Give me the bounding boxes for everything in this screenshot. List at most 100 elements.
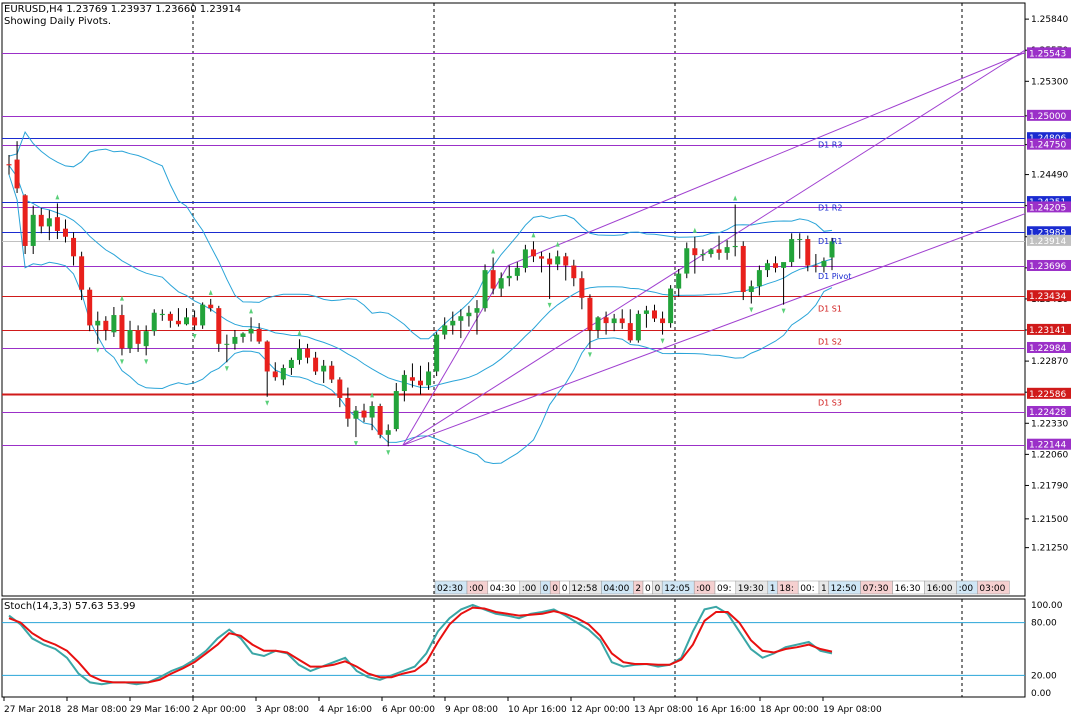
- x-tick-label: 13 Apr 08:00: [634, 705, 693, 715]
- candle-body: [240, 333, 246, 337]
- session-label: 00:: [800, 584, 814, 594]
- candle-body: [103, 320, 109, 331]
- price-tag-label: 1.22984: [1029, 344, 1066, 354]
- candle-body: [643, 310, 649, 314]
- session-label: 0: [562, 584, 568, 594]
- session-label: 0: [552, 584, 558, 594]
- candle-body: [724, 247, 730, 253]
- candle-body: [563, 256, 569, 266]
- price-tag-label: 1.23434: [1029, 292, 1066, 302]
- candle-body: [192, 317, 198, 326]
- candle-body: [14, 159, 20, 189]
- candle-body: [248, 328, 254, 334]
- candle-body: [668, 288, 674, 324]
- price-tag: [1027, 226, 1071, 238]
- candle-body: [216, 308, 222, 344]
- price-tag-label: 1.23989: [1029, 228, 1066, 238]
- candle-body: [159, 313, 165, 316]
- candle-body: [426, 371, 432, 386]
- candle-body: [700, 254, 706, 256]
- y-tick-label: 1.21250: [1031, 544, 1068, 554]
- candle-body: [369, 406, 375, 418]
- stochastic-pane-frame: [1, 598, 1026, 698]
- fractal-up-marker: [491, 248, 496, 254]
- candle-body: [200, 304, 206, 326]
- x-tick-label: 6 Apr 00:00: [382, 705, 435, 715]
- x-tick-label: 10 Apr 16:00: [508, 705, 567, 715]
- session-strip: 02:30:00 04:30:00 0 0 0 12:58 04:00 2 0 0 12:05:00…: [434, 580, 1010, 595]
- x-tick-label: 18 Apr 00:00: [760, 705, 819, 715]
- channel-anchor-line: [402, 265, 509, 446]
- candle-body: [474, 308, 480, 313]
- candle-body: [579, 278, 585, 298]
- session-label: 0: [645, 584, 651, 594]
- candle-body: [127, 330, 133, 349]
- fractal-up-marker: [55, 194, 60, 200]
- price-tag: [1027, 138, 1071, 150]
- candle-body: [313, 357, 319, 372]
- y-tick-label: 1.22330: [1031, 419, 1068, 429]
- candle-body: [514, 267, 520, 276]
- candle-body: [797, 239, 803, 241]
- price-tag-label: 1.23141: [1029, 326, 1066, 336]
- candle-body: [143, 331, 149, 347]
- candle-body: [764, 263, 770, 271]
- candle-body: [748, 286, 754, 293]
- x-tick-label: 9 Apr 08:00: [445, 705, 498, 715]
- channel-upper-line: [402, 49, 1026, 446]
- session-label: 12:50: [831, 584, 857, 594]
- price-tag: [1027, 47, 1071, 59]
- candle-body: [296, 348, 302, 360]
- session-label: 12:58: [571, 584, 597, 594]
- candle-body: [627, 323, 633, 341]
- candle-body: [813, 265, 819, 267]
- candle-body: [95, 320, 101, 326]
- pivot-label: D1 S1: [818, 304, 842, 313]
- candle-body: [232, 336, 238, 344]
- candle-body: [224, 343, 230, 345]
- x-tick-label: 3 Apr 08:00: [256, 705, 309, 715]
- candle-body: [22, 195, 28, 246]
- candle-body: [393, 391, 399, 430]
- stoch-tick-label: 100.00: [1031, 601, 1063, 611]
- candle-body: [619, 318, 625, 324]
- fractal-down-marker: [144, 359, 149, 365]
- fractal-up-marker: [119, 295, 124, 301]
- session-label: 04:30: [490, 584, 516, 594]
- candle-body: [547, 258, 553, 265]
- candle-body: [329, 365, 335, 380]
- candle-body: [708, 249, 714, 255]
- price-tag-label: 1.23914: [1029, 237, 1066, 247]
- candle-body: [30, 214, 36, 246]
- session-label: 12:05: [664, 584, 690, 594]
- pivot-label: D1 S2: [818, 337, 842, 346]
- candle-body: [167, 313, 173, 321]
- fractal-down-marker: [781, 308, 786, 314]
- pivot-label: D1 Pivot: [818, 272, 851, 281]
- candle-body: [175, 320, 181, 325]
- session-label: 0: [655, 584, 661, 594]
- x-tick-label: 19 Apr 08:00: [823, 705, 882, 715]
- candle-body: [587, 297, 593, 331]
- candle-body: [272, 371, 278, 378]
- session-label: 1: [770, 584, 776, 594]
- candle-body: [829, 241, 835, 258]
- fractal-up-marker: [208, 289, 213, 295]
- x-tick-label: 27 Mar 2018: [4, 705, 61, 715]
- session-label: 07:30: [863, 584, 889, 594]
- candle-body: [571, 265, 577, 279]
- session-label: :00: [469, 584, 484, 594]
- price-tag: [1027, 290, 1071, 302]
- candle-body: [635, 313, 641, 341]
- price-tag: [1027, 201, 1071, 213]
- candle-body: [740, 245, 746, 293]
- candle-body: [264, 341, 270, 372]
- candle-body: [732, 245, 738, 248]
- candle-body: [506, 275, 512, 279]
- candle-body: [466, 312, 472, 317]
- price-tag-label: 1.25000: [1029, 112, 1066, 122]
- fractal-up-marker: [370, 392, 375, 398]
- price-tag: [1027, 405, 1071, 417]
- price-tag: [1027, 259, 1071, 271]
